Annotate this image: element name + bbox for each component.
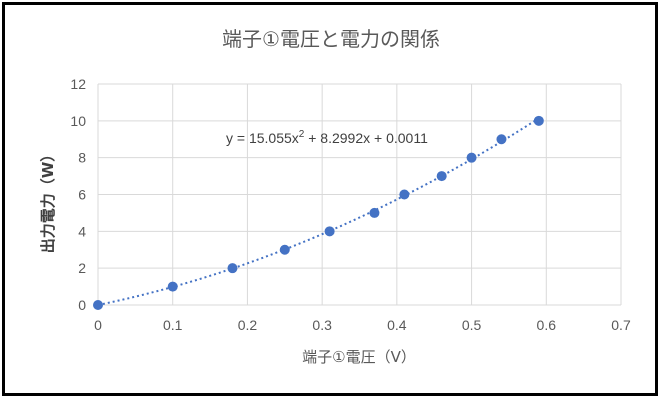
- point-layer: [93, 115, 544, 310]
- chart-frame: [2, 2, 658, 396]
- data-point: [279, 244, 290, 255]
- tick-layer: 0 0.1 0.2 0.3 0.4 0.5 0.6 0.7 0 2 4 6 8 10 12: [70, 76, 631, 333]
- data-point: [496, 134, 507, 145]
- trendline-path: [97, 117, 540, 306]
- data-point: [93, 300, 103, 310]
- y-tick-label: 4: [78, 223, 86, 239]
- data-point: [436, 171, 447, 182]
- data-point: [466, 152, 477, 163]
- data-point: [533, 115, 544, 126]
- x-axis-label: 端子①電圧（V）: [302, 348, 416, 366]
- chart-title: 端子①電圧と電力の関係: [222, 27, 440, 51]
- grid-layer: [97, 83, 622, 306]
- x-tick-label: 0.7: [611, 317, 631, 333]
- data-point: [227, 263, 238, 274]
- y-tick-label: 2: [78, 260, 86, 276]
- x-tick-label: 0.1: [163, 317, 183, 333]
- trendline-equation: y = 15.055x2 + 8.2992x + 0.0011: [226, 129, 428, 146]
- data-point: [399, 189, 410, 200]
- data-point: [167, 281, 178, 292]
- data-point: [324, 226, 335, 237]
- y-tick-label: 6: [78, 187, 86, 203]
- x-tick-label: 0: [94, 317, 102, 333]
- x-tick-label: 0.3: [312, 317, 332, 333]
- y-tick-label: 12: [70, 76, 86, 92]
- x-tick-label: 0.5: [462, 317, 482, 333]
- y-tick-label: 0: [78, 297, 86, 313]
- y-tick-label: 8: [78, 150, 86, 166]
- trendline-layer: [97, 117, 540, 306]
- x-tick-label: 0.2: [238, 317, 258, 333]
- x-tick-label: 0.6: [537, 317, 557, 333]
- y-tick-label: 10: [70, 113, 86, 129]
- data-point: [369, 207, 380, 218]
- x-tick-label: 0.4: [387, 317, 407, 333]
- y-axis-label: 出力電力（W）: [39, 147, 57, 254]
